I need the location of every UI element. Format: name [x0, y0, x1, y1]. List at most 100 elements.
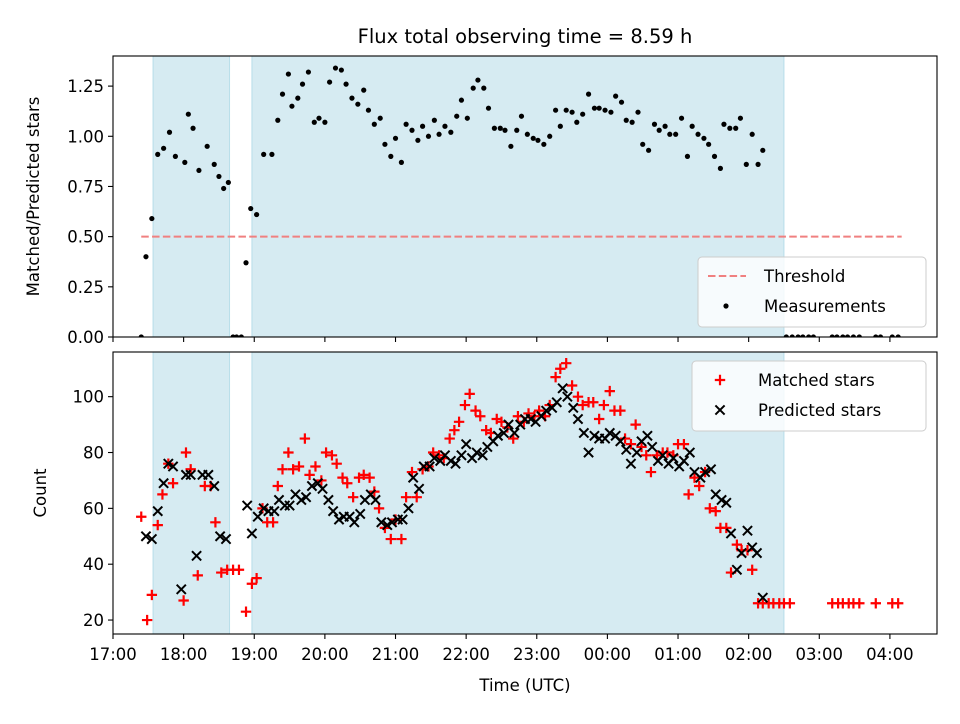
predicted-star-point	[509, 427, 520, 439]
measurement-point	[343, 81, 349, 87]
matched-star-point	[210, 517, 221, 528]
predicted-star-point	[241, 500, 253, 511]
matched-star-point	[625, 438, 637, 450]
observing-interval-band	[152, 352, 231, 634]
measurement-point	[311, 119, 317, 125]
predicted-star-point	[403, 503, 414, 514]
predicted-star-point	[742, 525, 753, 537]
predicted-star-point	[477, 449, 488, 461]
measurement-point	[717, 165, 724, 171]
measurement-point	[518, 113, 525, 119]
matched-star-point	[854, 598, 865, 609]
predicted-star-point	[392, 514, 404, 525]
measurement-point	[749, 131, 755, 137]
y-tick-label: 1.25	[67, 77, 104, 96]
measurement-point	[285, 71, 291, 77]
axes-frame	[112, 55, 938, 338]
matched-star-point	[645, 466, 657, 478]
y-tick-label: 40	[83, 555, 104, 574]
predicted-star-point	[583, 447, 594, 458]
measurement-point	[442, 123, 448, 129]
measurement-point	[795, 334, 801, 337]
measurement-point	[365, 107, 372, 113]
measurement-point	[618, 99, 625, 105]
predicted-star-point	[354, 508, 366, 520]
axes-frame	[112, 351, 938, 635]
predicted-star-point	[460, 438, 472, 450]
measurement-point	[326, 79, 333, 85]
predicted-star-point	[146, 533, 158, 545]
measurement-point	[596, 105, 602, 111]
x-tick-label: 01:00	[654, 645, 702, 664]
measurement-point	[475, 77, 481, 83]
matched-star-point	[678, 438, 690, 450]
predicted-star-point	[725, 528, 737, 539]
predicted-star-point	[620, 444, 632, 456]
measurement-point	[161, 145, 167, 151]
predicted-star-point	[562, 391, 573, 402]
predicted-star-point	[642, 430, 653, 442]
legend: Matched stars Predicted stars	[691, 360, 927, 432]
y-tick-label: 0.25	[67, 278, 104, 297]
measurement-point	[856, 334, 862, 337]
matched-star-point	[464, 388, 475, 400]
y-tick-label: 1.00	[67, 127, 104, 146]
measurement-point	[623, 117, 629, 123]
y-tick-label: 20	[83, 611, 104, 630]
matched-star-point	[240, 606, 252, 617]
measurement-point	[305, 69, 312, 75]
matched-star-point	[555, 363, 566, 374]
matched-star-point	[342, 478, 353, 489]
matched-star-point	[185, 464, 196, 475]
predicted-star-point	[503, 419, 514, 430]
predicted-star-point	[751, 547, 763, 559]
x-tick-label: 21:00	[372, 645, 420, 664]
x-tick-label: 18:00	[160, 645, 208, 664]
predicted-star-point	[317, 483, 328, 495]
measurement-point	[316, 115, 322, 121]
predicted-star-point	[180, 469, 192, 481]
measurement-point	[481, 85, 487, 91]
measurement-point	[238, 334, 244, 337]
matched-star-point	[277, 464, 288, 475]
measurement-point	[182, 159, 188, 165]
matched-star-point	[870, 598, 881, 609]
y-tick-label: 100	[73, 388, 105, 407]
measurement-point	[458, 97, 465, 103]
measurement-point	[149, 215, 155, 222]
predicted-star-point	[450, 458, 461, 469]
matched-star-point	[141, 614, 153, 626]
top-panel: 0.00 0.25 0.50 0.75 1.00 1.25 Matched/Predicte…	[24, 55, 938, 347]
measurement-point	[454, 113, 460, 119]
predicted-star-point	[471, 447, 483, 458]
measurement-point	[706, 141, 712, 147]
predicted-star-point	[699, 466, 711, 478]
legend-box	[697, 256, 927, 328]
measurement-point	[143, 254, 149, 260]
matched-star-point	[180, 447, 192, 458]
matched-star-point	[167, 478, 179, 489]
matched-star-point	[310, 461, 321, 472]
matched-star-point	[192, 570, 203, 581]
x-tick-label: 23:00	[513, 645, 561, 664]
measurement-point	[889, 334, 895, 337]
predicted-star-point	[191, 550, 202, 562]
matched-star-point	[449, 424, 460, 436]
measurement-point	[388, 153, 394, 159]
matched-star-point	[662, 447, 673, 458]
matched-star-point	[641, 450, 652, 461]
matched-star-point	[320, 447, 332, 458]
matched-star-point	[475, 411, 486, 422]
measurement-point	[299, 81, 306, 87]
measurement-point	[216, 173, 222, 180]
measurement-point	[485, 105, 492, 111]
legend-label: Predicted stars	[758, 401, 881, 420]
measurement-point	[877, 334, 884, 337]
predicted-star-point	[631, 447, 643, 458]
matched-star-point	[136, 511, 147, 522]
observing-interval-band	[152, 56, 231, 337]
matched-star-point	[892, 598, 904, 609]
predicted-star-point	[657, 449, 669, 461]
measurement-point	[377, 115, 383, 121]
predicted-star-point	[175, 584, 187, 595]
